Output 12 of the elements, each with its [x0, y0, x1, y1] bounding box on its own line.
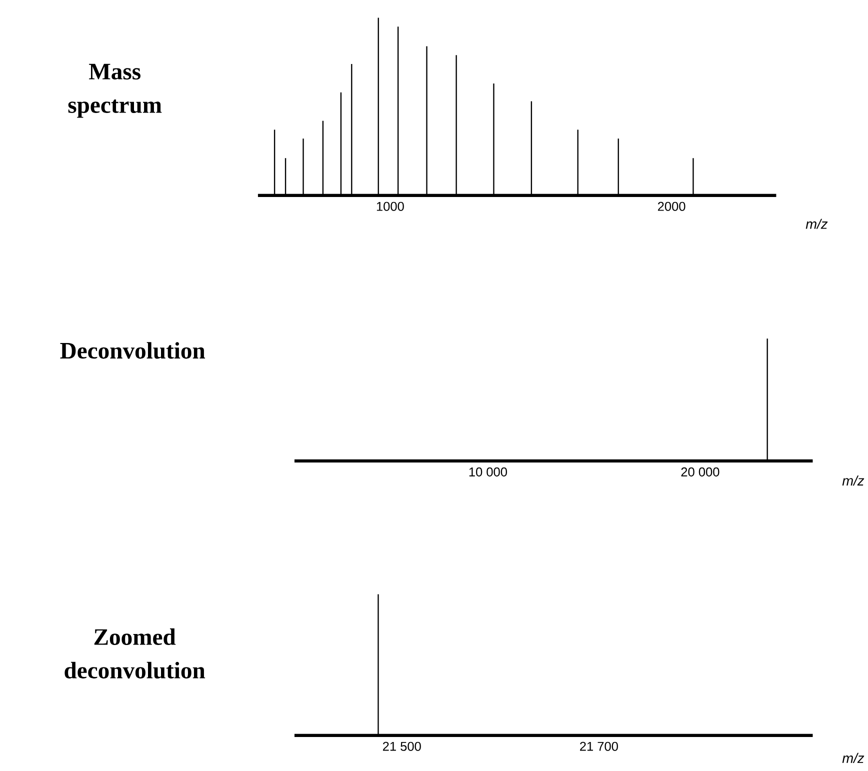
x-tick-label: 2000 — [658, 202, 686, 211]
x-tick-label: 20 000 — [681, 467, 720, 476]
x-tick-label: 1000 — [376, 202, 404, 211]
text: Zoomed deconvolution — [64, 628, 206, 679]
x-axis-title: m/z — [806, 218, 828, 229]
x-axis-title: m/z — [842, 752, 864, 764]
text: Mass spectrum — [68, 64, 162, 118]
x-axis-title: m/z — [842, 476, 864, 486]
x-tick-label: 21 500 — [382, 742, 421, 751]
chart-title: Deconvolution — [60, 342, 206, 359]
x-tick-label: 10 000 — [469, 467, 507, 476]
x-tick-label: 21 700 — [580, 742, 618, 751]
